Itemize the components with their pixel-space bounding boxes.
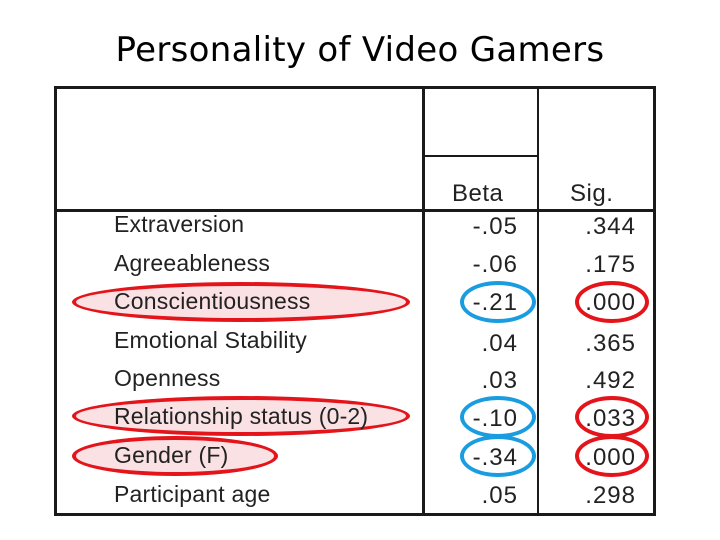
highlight-oval-gender	[72, 436, 278, 476]
row-label: Relationship status (0-2)	[114, 403, 369, 429]
beta-value: -.10	[472, 405, 518, 432]
row-label: Emotional Stability	[114, 327, 307, 353]
sig-value: .492	[585, 367, 636, 394]
sig-value: .000	[585, 444, 636, 471]
header-bottom-rule	[54, 209, 656, 212]
beta-value: -.21	[472, 289, 518, 316]
sig-value: .033	[585, 405, 636, 432]
beta-value: -.06	[472, 251, 518, 278]
beta-value: .04	[481, 330, 518, 357]
sig-header: Sig.	[570, 180, 614, 207]
beta-oval-gender	[460, 435, 536, 477]
beta-value: .03	[481, 367, 518, 394]
row-label: Openness	[114, 365, 221, 391]
column-divider-left	[422, 86, 425, 516]
sig-value: .344	[585, 213, 636, 240]
row-label: Agreeableness	[114, 250, 271, 276]
row-label: Conscientiousness	[114, 288, 311, 314]
sig-value: .175	[585, 251, 636, 278]
column-divider-right	[537, 86, 539, 516]
beta-value: .05	[481, 482, 518, 509]
sig-oval-gender	[575, 435, 649, 477]
beta-value: -.05	[472, 213, 518, 240]
sig-value: .298	[585, 482, 636, 509]
sig-value: .000	[585, 289, 636, 316]
slide-title: Personality of Video Gamers	[115, 30, 605, 70]
highlight-oval-relationship	[72, 396, 410, 436]
row-label: Extraversion	[114, 211, 245, 237]
row-label: Participant age	[114, 481, 271, 507]
highlight-oval-conscientiousness	[72, 282, 410, 322]
beta-header: Beta	[452, 180, 504, 207]
sig-value: .365	[585, 330, 636, 357]
beta-oval-conscientiousness	[460, 281, 536, 323]
beta-value: -.34	[472, 444, 518, 471]
row-label: Gender (F)	[114, 442, 229, 468]
sig-oval-conscientiousness	[575, 281, 649, 323]
header-top-rule	[422, 155, 539, 157]
